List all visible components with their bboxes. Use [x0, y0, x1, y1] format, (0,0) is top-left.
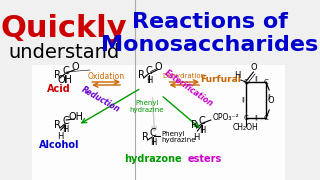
- Text: C: C: [199, 116, 205, 126]
- Text: hydrazone: hydrazone: [124, 154, 182, 164]
- Text: Esterification: Esterification: [163, 69, 215, 109]
- Text: C: C: [150, 128, 156, 138]
- Text: R: R: [191, 120, 198, 130]
- Text: R: R: [138, 70, 145, 80]
- Text: Dehydration: Dehydration: [162, 73, 205, 79]
- Text: C: C: [146, 66, 153, 76]
- Text: OPO₃⁻²: OPO₃⁻²: [212, 113, 239, 122]
- Text: C: C: [264, 79, 268, 85]
- Text: Phenyl: Phenyl: [161, 131, 185, 137]
- Text: ‖: ‖: [242, 96, 244, 102]
- Text: Alcohol: Alcohol: [39, 140, 79, 150]
- Text: Reactions of: Reactions of: [132, 12, 288, 32]
- Text: H: H: [193, 133, 200, 142]
- Text: ‖: ‖: [267, 93, 270, 98]
- Text: Quickly: Quickly: [1, 14, 127, 42]
- Text: C: C: [62, 66, 69, 76]
- Text: hydrazine: hydrazine: [161, 137, 196, 143]
- Text: H: H: [199, 126, 205, 135]
- Text: C: C: [264, 115, 268, 121]
- FancyBboxPatch shape: [32, 65, 285, 180]
- Text: O: O: [251, 63, 258, 72]
- Text: Acid: Acid: [47, 84, 71, 94]
- Text: Phenyl
hydrazine: Phenyl hydrazine: [130, 100, 164, 113]
- Text: H: H: [150, 138, 156, 147]
- Text: H: H: [235, 71, 241, 80]
- Text: C: C: [243, 115, 248, 121]
- Text: C: C: [62, 116, 69, 126]
- Text: O: O: [268, 96, 274, 105]
- Text: R: R: [54, 70, 61, 80]
- Text: R: R: [54, 120, 61, 130]
- Text: O: O: [155, 62, 163, 72]
- Text: Monosaccharides: Monosaccharides: [101, 35, 319, 55]
- Text: Oxidation: Oxidation: [87, 72, 124, 81]
- Text: H: H: [146, 76, 152, 85]
- Text: understand: understand: [8, 42, 120, 62]
- Text: esters: esters: [187, 154, 221, 164]
- Text: OH: OH: [58, 75, 73, 85]
- Text: O: O: [72, 62, 80, 72]
- Text: R: R: [142, 132, 149, 142]
- Text: H: H: [62, 125, 69, 134]
- Text: ‖: ‖: [254, 75, 257, 80]
- Text: ‖: ‖: [254, 114, 257, 120]
- Text: C: C: [243, 79, 248, 85]
- Text: OH: OH: [68, 112, 83, 122]
- Text: Reduction: Reduction: [80, 85, 122, 114]
- Text: CH₂OH: CH₂OH: [233, 123, 258, 132]
- Text: Furfural: Furfural: [200, 75, 241, 84]
- Text: H: H: [57, 132, 63, 141]
